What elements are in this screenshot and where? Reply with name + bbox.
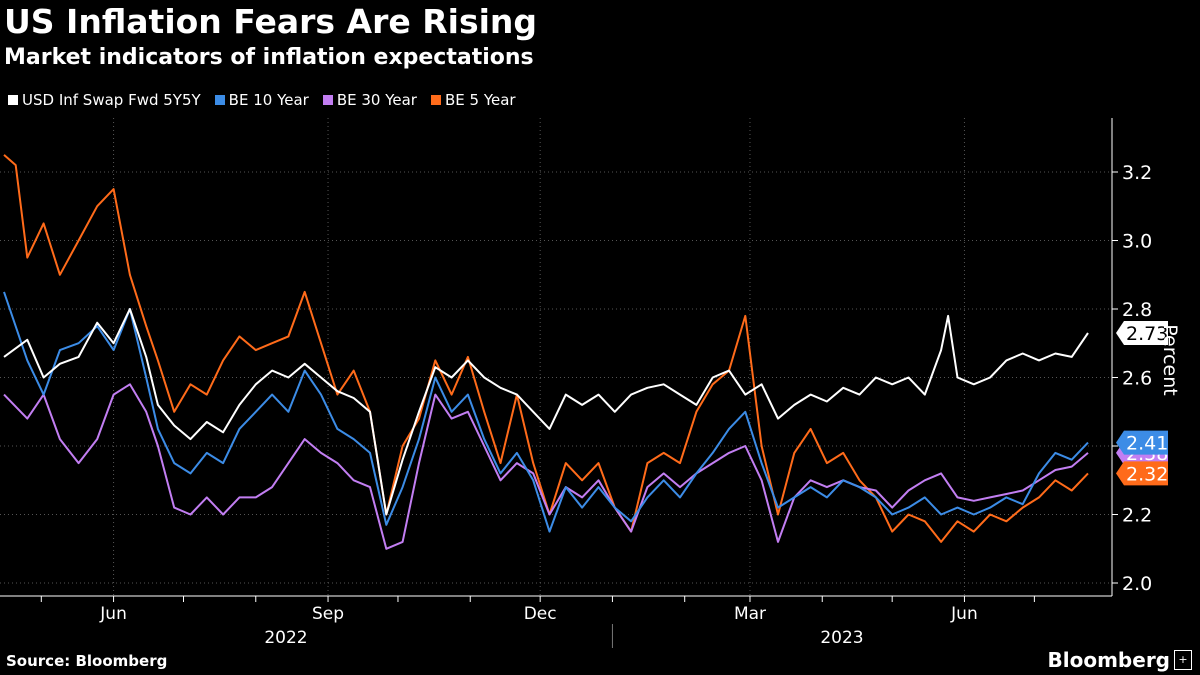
end-value-label-be5: 2.32 xyxy=(1126,463,1168,485)
end-label-tag-be5 xyxy=(1116,461,1168,486)
series-line-be10 xyxy=(3,291,1089,533)
y-tick-label: 2.2 xyxy=(1122,505,1152,527)
bloomberg-icon: + xyxy=(1174,650,1192,670)
end-value-label-swap: 2.73 xyxy=(1126,323,1168,345)
chart-title: US Inflation Fears Are Rising xyxy=(4,2,538,41)
legend-item-be30: BE 30 Year xyxy=(322,91,417,109)
legend-item-swap: USD Inf Swap Fwd 5Y5Y xyxy=(8,91,201,109)
legend-swatch-be30 xyxy=(322,95,333,105)
legend-swatch-be5 xyxy=(430,95,441,105)
legend-swatch-swap xyxy=(8,95,18,105)
y-tick-label: 2.0 xyxy=(1122,573,1152,595)
legend-label-be30: BE 30 Year xyxy=(336,91,417,109)
x-tick-label: Dec xyxy=(524,604,557,624)
y-tick-label: 2.6 xyxy=(1122,368,1152,390)
legend-swatch-be10 xyxy=(214,95,225,105)
legend-item-be10: BE 10 Year xyxy=(214,91,309,109)
series-line-swap xyxy=(3,308,1089,516)
legend: USD Inf Swap Fwd 5Y5Y BE 10 Year BE 30 Y… xyxy=(8,91,516,109)
chart-subtitle: Market indicators of inflation expectati… xyxy=(4,45,534,70)
x-tick-label: Mar xyxy=(734,604,766,624)
legend-item-be5: BE 5 Year xyxy=(430,91,516,109)
legend-label-swap: USD Inf Swap Fwd 5Y5Y xyxy=(22,91,201,109)
source-note: Source: Bloomberg xyxy=(6,652,168,670)
y-tick-label: 2.8 xyxy=(1122,299,1152,321)
x-tick-label: Jun xyxy=(950,604,978,624)
legend-label-be10: BE 10 Year xyxy=(228,91,309,109)
brand-logo: Bloomberg xyxy=(1047,648,1170,672)
x-year-label: 2023 xyxy=(820,628,863,648)
x-tick-label: Sep xyxy=(312,604,344,624)
y-tick-label: 3.0 xyxy=(1122,231,1152,253)
y-tick-label: 3.2 xyxy=(1122,162,1152,184)
legend-label-be5: BE 5 Year xyxy=(444,91,516,109)
y-axis-label: Percent xyxy=(1159,324,1181,396)
series-line-be5 xyxy=(3,154,1089,543)
end-label-tag-swap xyxy=(1116,320,1168,345)
end-value-label-be10: 2.41 xyxy=(1126,433,1168,455)
x-year-label: 2022 xyxy=(264,628,307,648)
x-tick-label: Jun xyxy=(99,604,127,624)
end-label-tag-be10 xyxy=(1116,430,1168,455)
series-line-be30 xyxy=(3,383,1089,550)
